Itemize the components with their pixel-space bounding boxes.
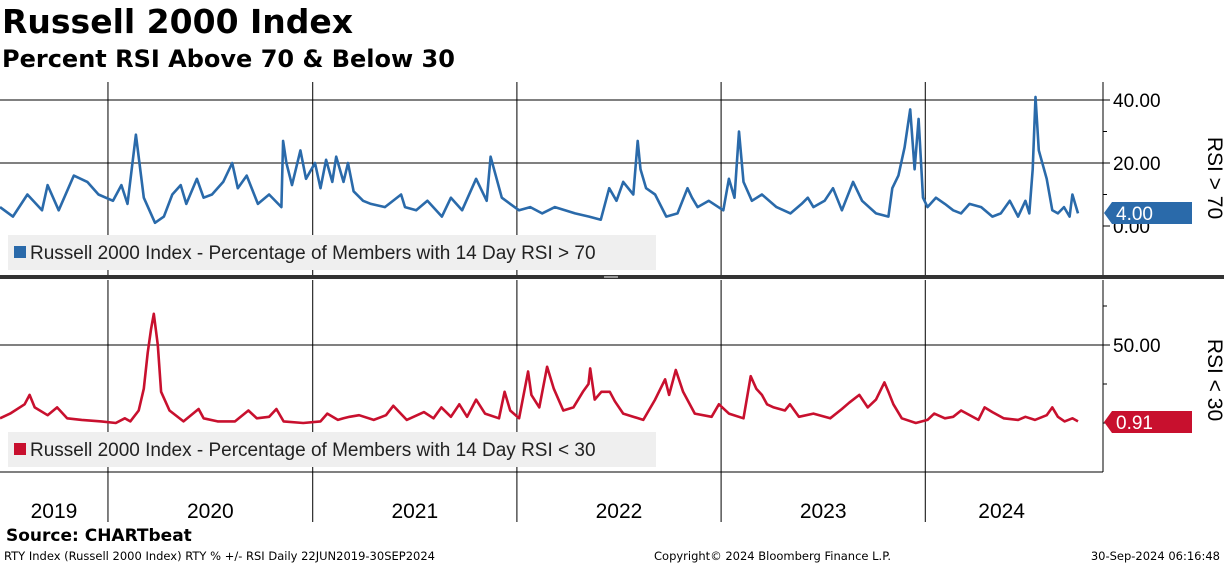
legend-label: Russell 2000 Index - Percentage of Membe…: [30, 440, 596, 461]
source-note: Source: CHARTbeat: [6, 526, 192, 546]
legend-swatch: [14, 443, 26, 455]
last-value-badge: [1104, 202, 1192, 224]
overlay-layer: Russell 2000 Index - Percentage of Membe…: [8, 137, 1224, 467]
panel-separator-grip: [604, 276, 618, 278]
y-tick-label: 20.00: [1113, 154, 1161, 175]
y-axis-label: RSI < 30: [1203, 339, 1224, 421]
x-tick-label: 2022: [596, 500, 643, 523]
legend-box: [8, 432, 656, 467]
chart-subtitle: Percent RSI Above 70 & Below 30: [2, 45, 455, 73]
legend-label: Russell 2000 Index - Percentage of Membe…: [30, 243, 596, 264]
legend-box: [8, 235, 656, 270]
x-tick-label: 2020: [187, 500, 234, 523]
x-tick-label: 2024: [978, 500, 1025, 523]
x-tick-label: 2019: [31, 500, 78, 523]
footer-timestamp: 30-Sep-2024 06:16:48: [1090, 549, 1220, 563]
last-value-label: 4.00: [1116, 204, 1153, 225]
footer-copyright: Copyright© 2024 Bloomberg Finance L.P.: [654, 549, 891, 563]
y-axis-label: RSI > 70: [1203, 137, 1224, 219]
legend-swatch: [14, 246, 26, 258]
y-tick-label: 40.00: [1113, 91, 1161, 112]
rsi-above-70-line: [0, 95, 1080, 225]
series-layer: [0, 95, 1080, 425]
y-tick-label: 50.00: [1113, 336, 1161, 357]
x-tick-label: 2023: [800, 500, 847, 523]
footer-ticker-info: RTY Index (Russell 2000 Index) RTY % +/-…: [4, 549, 435, 563]
chart-title: Russell 2000 Index: [2, 2, 354, 41]
rsi-below-30-line: [0, 312, 1079, 425]
last-value-label: 0.91: [1116, 413, 1153, 434]
x-tick-label: 2021: [391, 500, 438, 523]
last-value-badge: [1104, 411, 1192, 433]
